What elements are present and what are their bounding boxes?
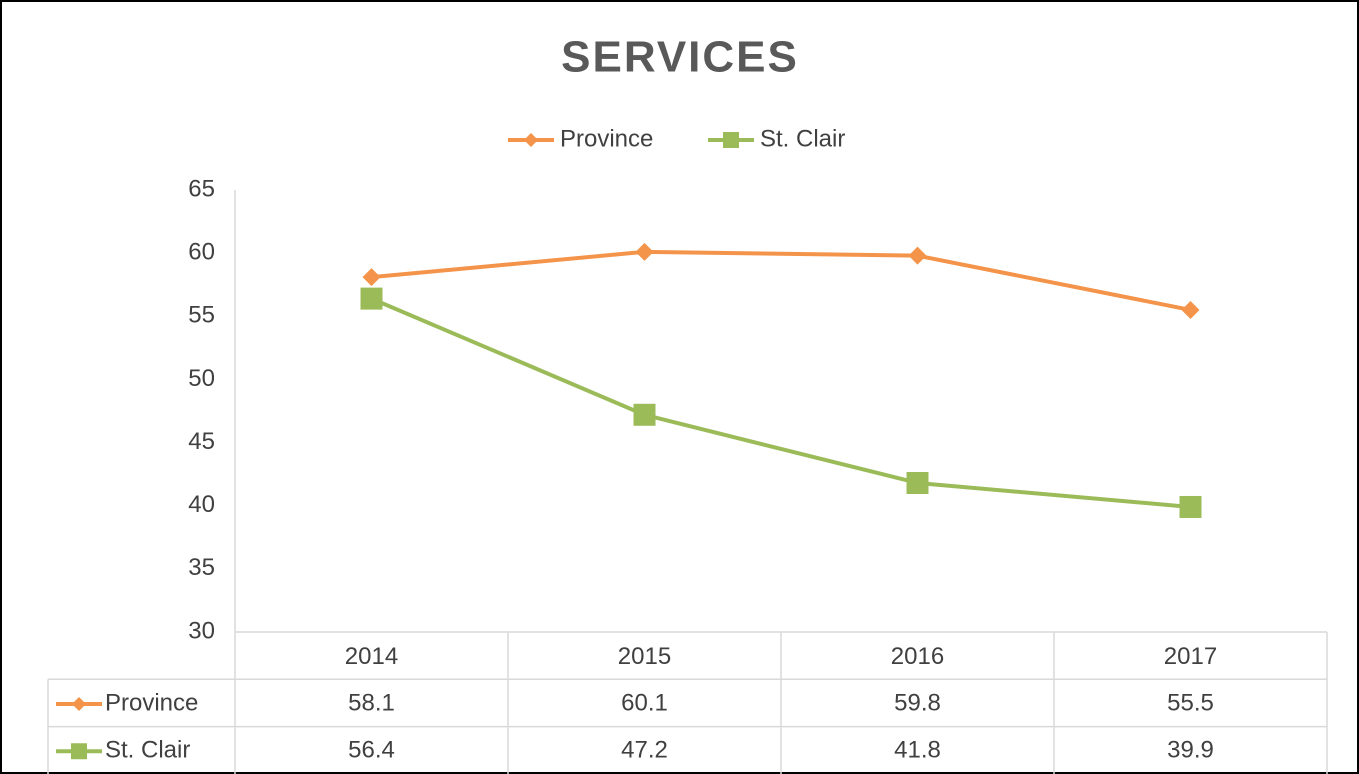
legend-key-marker: [723, 132, 739, 148]
series-line: [371, 249, 1191, 312]
table-cell: 41.8: [894, 737, 941, 764]
data-point: [908, 246, 927, 265]
data-point: [1179, 495, 1202, 518]
data-point: [635, 242, 654, 261]
table-key-marker: [72, 696, 86, 711]
data-point: [362, 268, 381, 287]
y-tick-label: 65: [188, 175, 215, 202]
x-tick-label: 2017: [1164, 643, 1217, 670]
legend-key-marker: [524, 133, 538, 147]
table-cell: 55.5: [1167, 689, 1214, 716]
table-cell: 39.9: [1167, 737, 1214, 764]
x-tick-label: 2014: [345, 643, 398, 670]
table-cell: 56.4: [348, 737, 395, 764]
table-cell: 59.8: [894, 689, 941, 716]
y-tick-label: 35: [188, 554, 215, 581]
table-cell: 60.1: [621, 689, 668, 716]
data-point: [360, 287, 383, 310]
table-cell: 47.2: [621, 737, 668, 764]
table-row-label: Province: [105, 689, 198, 716]
legend-label: St. Clair: [760, 125, 845, 152]
x-tick-label: 2016: [891, 643, 944, 670]
y-tick-label: 55: [188, 302, 215, 329]
table-cell: 58.1: [348, 689, 395, 716]
y-tick-label: 40: [188, 491, 215, 518]
data-point: [1181, 300, 1200, 319]
table-row-label: St. Clair: [105, 737, 190, 764]
series-line: [370, 296, 1191, 509]
y-tick-label: 60: [188, 238, 215, 265]
data-point: [906, 471, 929, 494]
legend-label: Province: [560, 125, 653, 152]
data-point: [633, 403, 656, 426]
y-tick-label: 30: [188, 617, 215, 644]
table-key-marker: [71, 743, 87, 760]
y-tick-label: 50: [188, 365, 215, 392]
x-tick-label: 2015: [618, 643, 671, 670]
y-tick-label: 45: [188, 428, 215, 455]
chart-title: SERVICES: [561, 33, 799, 82]
